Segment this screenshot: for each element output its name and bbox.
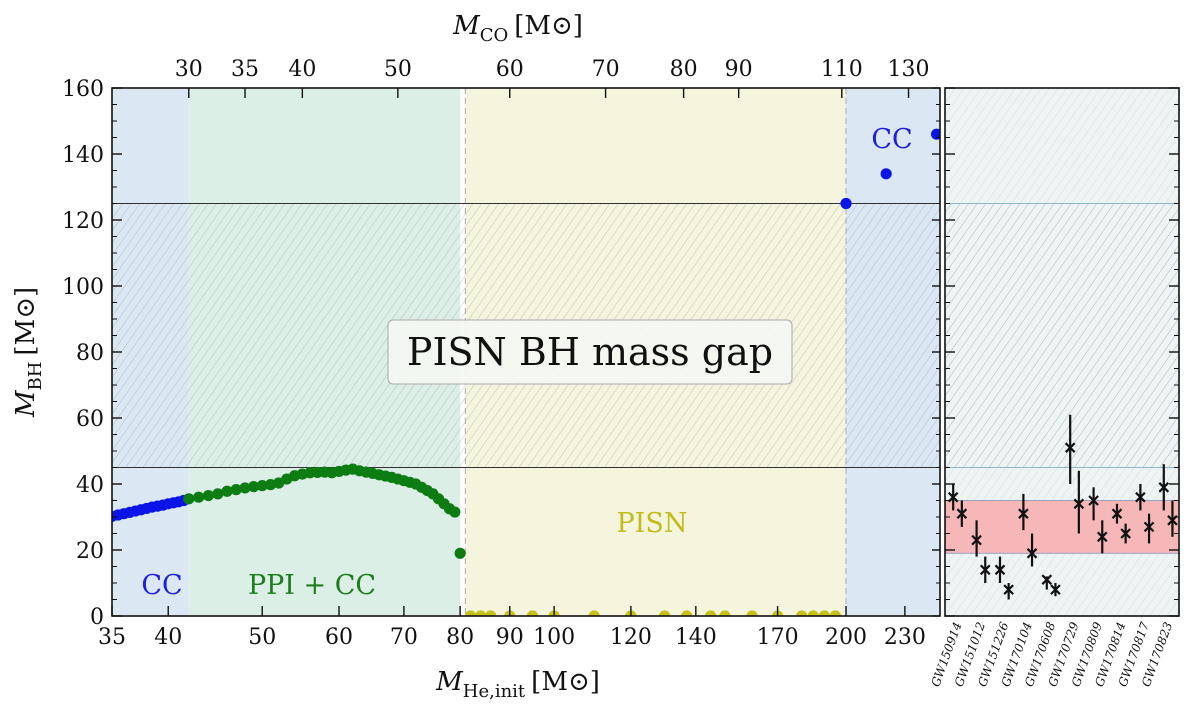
x-tick-label-1: 40 [154,625,182,650]
gw-marker-5 [1003,584,1014,595]
data-point-pisn-14 [796,610,808,616]
x-tick-label-3: 60 [325,625,353,650]
top-tick-label-6: 80 [670,57,698,82]
mass-gap-label: PISN BH mass gap [407,330,773,374]
gw-marker-0 [947,491,959,503]
y-tick-label-7: 140 [62,143,104,168]
data-point-ppi-1 [193,491,205,503]
y-tick-label-0: 0 [90,605,104,630]
gw-mass-band [945,500,1179,554]
data-point-ppi-8 [256,480,268,492]
x-tick-label-7: 100 [533,625,575,650]
data-point-ppi-5 [230,484,242,496]
data-point-pisn-4 [526,610,539,616]
top-axis-title: MCO [M⊙] [452,11,583,46]
data-point-pisn-15 [807,610,819,616]
gw-marker-2 [971,534,982,546]
top-tick-label-1: 35 [231,57,259,82]
y-tick-label-4: 80 [76,341,104,366]
top-tick-label-5: 70 [592,57,620,82]
x-tick-label-12: 230 [884,625,926,650]
data-point-pisn-6 [588,610,600,616]
data-point-pisn-10 [704,610,717,616]
x-tick-label-8: 120 [610,625,652,650]
gw-mass-gap-hatch [945,203,1179,468]
gw-marker-16 [1135,491,1146,503]
data-point-pisn-17 [829,610,841,616]
data-point-cc-high-2 [931,128,940,140]
data-point-cc-high-0 [840,197,852,210]
gw-marker-13 [1096,531,1108,543]
gw-marker-11 [1073,498,1085,510]
gw-marker-1 [956,508,968,519]
x-tick-label-0: 35 [98,625,126,650]
data-point-pisn-12 [746,610,758,616]
x-tick-label-11: 200 [825,625,867,650]
data-point-ppi-6 [239,482,251,494]
gw-marker-8 [1041,574,1053,585]
x-tick-label-9: 140 [675,625,717,650]
data-point-ppi-3 [212,488,224,500]
gw-marker-9 [1050,584,1061,595]
region-label-cc-left: CC [141,570,182,601]
y-tick-label-5: 100 [62,275,104,300]
top-tick-label-2: 40 [288,57,316,82]
data-point-ppi-0 [183,493,195,505]
gw-events-panel: GW150914GW151012GW151226GW170104GW170608… [928,87,1180,689]
top-tick-label-9: 130 [888,57,930,82]
data-point-pisn-1 [475,610,487,616]
gw-marker-3 [979,564,991,576]
gw-marker-6 [1018,508,1029,519]
x-tick-label-4: 70 [390,625,418,650]
data-point-pisn-9 [681,610,693,616]
gw-marker-7 [1026,548,1038,559]
x-tick-label-2: 50 [248,625,276,650]
region-label-cc-right: CC [871,124,912,155]
main-panel: 35 40 50 60 70 80 90 100 120 140 170 200 230 0 20 40 60 8… [11,11,941,702]
mass-gap-label-box: PISN BH mass gap [387,319,793,385]
data-point-ppi-outlier-0 [454,547,466,559]
data-point-ppi-4 [221,485,233,497]
x-axis-title: MHe,init [M⊙] [435,667,600,702]
top-tick-label-7: 90 [725,57,753,82]
top-tick-label-3: 50 [384,57,412,82]
region-label-pisn: PISN [617,508,688,539]
data-point-pisn-8 [659,610,671,616]
top-tick-label-4: 60 [496,57,524,82]
y-axis-title: MBH[M⊙] [11,287,46,418]
gw-marker-15 [1120,528,1131,539]
data-point-cc-high-1 [880,168,892,180]
gw-marker-17 [1143,521,1155,533]
top-tick-label-0: 30 [175,57,203,82]
data-point-ppi-7 [248,481,260,493]
data-point-pisn-16 [818,610,831,616]
x-tick-label-5: 80 [446,625,474,650]
y-tick-label-6: 120 [62,209,104,234]
x-tick-label-6: 90 [496,625,524,650]
x-tick-label-10: 170 [757,625,799,650]
gw-marker-4 [994,564,1006,576]
data-point-pisn-2 [485,610,497,616]
data-point-pisn-11 [719,610,731,616]
region-label-ppi-cc: PPI + CC [248,570,376,601]
gw-marker-14 [1111,508,1123,519]
y-tick-label-1: 20 [76,539,104,564]
gw-marker-18 [1158,482,1170,493]
data-point-pisn-0 [464,610,477,616]
gw-marker-10 [1064,442,1076,453]
top-tick-label-8: 110 [821,57,863,82]
gw-marker-12 [1088,495,1099,506]
y-tick-label-3: 60 [76,407,104,432]
y-tick-label-8: 160 [62,77,104,102]
data-point-ppi-37 [449,506,461,518]
data-point-ppi-2 [202,489,214,502]
y-tick-label-2: 40 [76,473,104,498]
